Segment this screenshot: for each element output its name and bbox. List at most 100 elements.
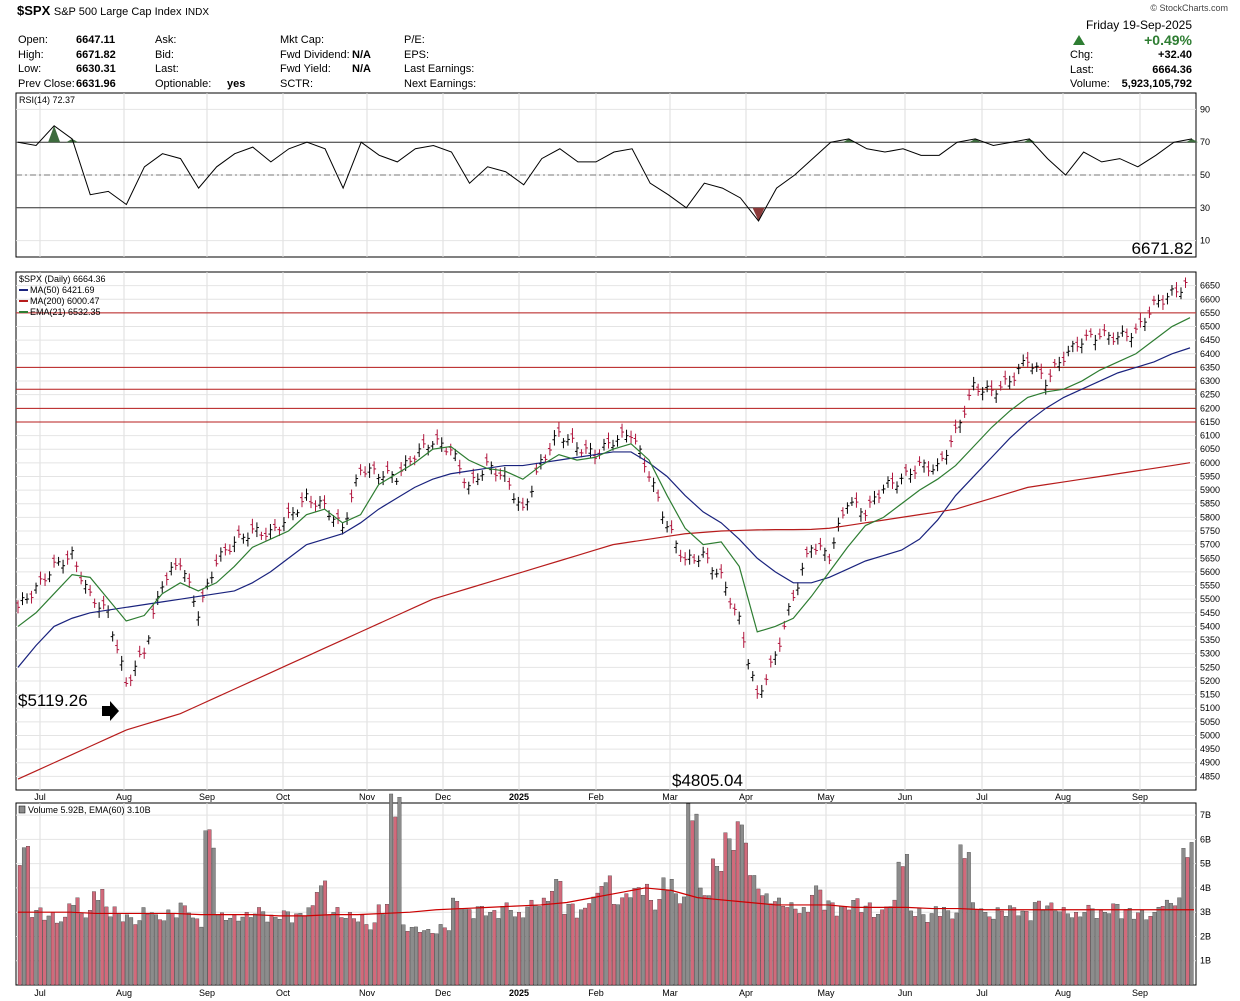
volume-tick-label: 7B	[1200, 810, 1211, 820]
volume-bar	[517, 912, 521, 986]
price-x-label: Nov	[359, 792, 376, 802]
volume-bar	[339, 917, 344, 986]
volume-bar	[75, 897, 80, 986]
volume-bar	[442, 927, 447, 986]
up-triangle-icon	[1073, 35, 1085, 45]
volume-bar	[781, 906, 786, 986]
volume-bar	[335, 907, 340, 986]
volume-bar	[694, 813, 699, 986]
volume-bar	[360, 914, 365, 986]
volume-bar	[1136, 912, 1140, 986]
volume-bar	[929, 913, 934, 986]
price-tick-label: 6400	[1200, 349, 1220, 359]
volume-tick-label: 6B	[1200, 834, 1211, 844]
volume-bar	[475, 906, 480, 986]
quote-mid: Ask: Bid: Last: Optionable: yes	[155, 34, 245, 92]
volume-bar	[211, 847, 216, 986]
volume-bar	[888, 906, 893, 986]
quote-row: Prev Close: 6631.96	[18, 78, 116, 93]
volume-bar	[418, 932, 422, 986]
volume-bar	[892, 899, 897, 986]
volume-bar	[777, 897, 781, 986]
volume-bar	[257, 907, 262, 986]
symbol-title: $SPX S&P 500 Large Cap Index INDX	[17, 3, 209, 18]
volume-bar	[1173, 905, 1178, 986]
volume-bar	[991, 918, 996, 986]
volume-bar	[950, 918, 955, 986]
volume-bar	[50, 912, 55, 986]
volume-bar	[1045, 905, 1050, 986]
volume-bar	[393, 816, 398, 986]
volume-bar	[793, 908, 798, 986]
price-tick-label: 6050	[1200, 444, 1220, 454]
price-tick-label: 5900	[1200, 485, 1220, 495]
price-tick-label: 5500	[1200, 594, 1220, 604]
price-tick-label: 6300	[1200, 376, 1220, 386]
volume-bar	[26, 846, 30, 986]
volume-bar	[1107, 913, 1112, 986]
volume-bar	[232, 914, 237, 986]
volume-bar	[529, 899, 534, 986]
volume-bar	[319, 885, 323, 986]
exchange: INDX	[185, 7, 210, 18]
volume-bar	[1065, 913, 1070, 986]
volume-bar	[364, 924, 369, 986]
volume-ema-line	[18, 887, 1194, 917]
volume-bar	[871, 917, 876, 986]
volume-bar	[744, 842, 748, 986]
volume-bar	[273, 917, 278, 986]
volume-tick-label: 5B	[1200, 859, 1211, 869]
volume-bar	[599, 886, 604, 986]
volume-bar	[451, 897, 455, 986]
price-x-label: May	[817, 792, 835, 802]
volume-x-label: Aug	[116, 988, 132, 998]
volume-bar	[1016, 915, 1021, 986]
volume-bar	[240, 916, 245, 986]
price-tick-label: 5650	[1200, 553, 1220, 563]
volume-bar	[1012, 907, 1017, 986]
volume-tick-label: 2B	[1200, 931, 1211, 941]
price-x-label: Feb	[588, 792, 604, 802]
quote-row: EPS:	[404, 49, 494, 64]
volume-bar	[566, 903, 571, 986]
quote-row: Mkt Cap:	[280, 34, 371, 49]
quote-label: Last:	[155, 63, 179, 75]
price-tick-label: 6250	[1200, 390, 1220, 400]
volume-bar	[269, 914, 274, 986]
volume-bar	[583, 907, 587, 986]
price-tick-label: 6100	[1200, 431, 1220, 441]
quote-row: Optionable: yes	[155, 78, 245, 93]
volume-bar	[645, 883, 649, 986]
price-tick-label: 5050	[1200, 717, 1220, 727]
quote-label: Prev Close:	[18, 77, 75, 90]
volume-x-label: Apr	[739, 988, 753, 998]
volume-bar	[17, 865, 22, 986]
volume-legend: Volume 5.92B, EMA(60) 3.10B	[28, 805, 151, 815]
volume-bar	[265, 921, 270, 986]
volume-bar	[385, 904, 389, 986]
rsi-tick-label: 90	[1200, 104, 1210, 114]
volume-bar	[554, 879, 559, 986]
volume-bar	[1123, 909, 1128, 986]
volume-bar	[537, 906, 542, 986]
volume-bar	[1181, 848, 1186, 986]
volume-bar	[290, 922, 295, 986]
volume-bar	[533, 904, 538, 986]
quote-value: 6630.31	[76, 63, 116, 75]
quote-row: Ask:	[155, 34, 245, 49]
price-tick-label: 4900	[1200, 758, 1220, 768]
volume-bar	[1152, 912, 1157, 986]
volume-bar	[513, 916, 517, 986]
volume-x-label: Oct	[276, 988, 291, 998]
volume-bar	[628, 897, 633, 986]
rsi-tick-label: 10	[1200, 236, 1210, 246]
volume-bar	[579, 909, 583, 986]
volume-bar	[690, 820, 695, 986]
volume-bar	[1041, 910, 1046, 986]
volume-bar	[636, 887, 641, 986]
quote-row: Last Earnings:	[404, 63, 494, 78]
volume-bar	[129, 917, 134, 986]
volume-bar	[1164, 899, 1169, 986]
volume-bar	[826, 900, 831, 986]
volume-bar	[550, 890, 554, 986]
